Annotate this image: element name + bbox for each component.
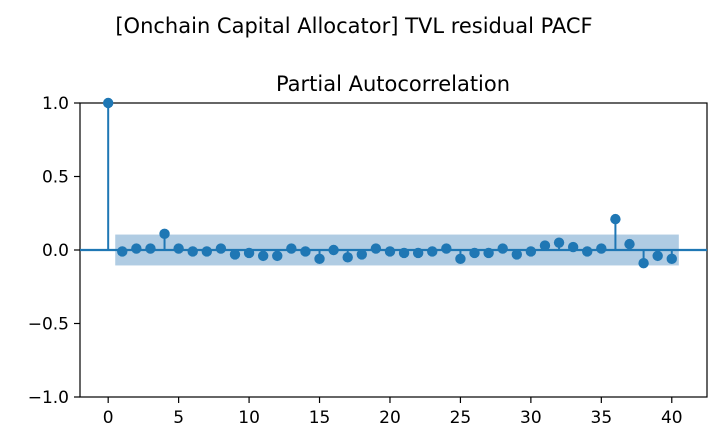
figure-suptitle: [Onchain Capital Allocator] TVL residual… bbox=[115, 14, 592, 38]
stem-marker bbox=[582, 246, 593, 257]
stem-marker bbox=[441, 243, 452, 254]
stem-marker bbox=[131, 243, 142, 254]
stem-marker bbox=[610, 213, 621, 225]
stem-marker bbox=[483, 247, 494, 259]
stem-marker bbox=[398, 247, 410, 259]
stem-marker bbox=[596, 243, 607, 254]
x-tick-label: 15 bbox=[309, 408, 331, 428]
stem-marker bbox=[272, 250, 283, 262]
axes-title: Partial Autocorrelation bbox=[276, 72, 510, 96]
stem-marker bbox=[652, 250, 663, 262]
x-tick-label: 35 bbox=[591, 408, 613, 428]
stem-marker bbox=[314, 253, 325, 265]
stem-marker bbox=[384, 246, 396, 257]
stem-marker bbox=[511, 249, 522, 260]
stem-marker bbox=[553, 237, 565, 248]
stem-marker bbox=[469, 247, 480, 259]
stem-marker bbox=[257, 250, 269, 262]
stem-marker bbox=[201, 246, 213, 257]
stem-marker bbox=[412, 247, 424, 259]
stem-marker bbox=[145, 243, 156, 254]
x-tick-label: 30 bbox=[520, 408, 542, 428]
stem-marker bbox=[117, 246, 128, 257]
y-tick-label: 0.5 bbox=[42, 168, 69, 188]
stem-marker bbox=[666, 253, 677, 265]
y-tick-label: 1.0 bbox=[42, 94, 69, 114]
stem-marker bbox=[525, 246, 537, 257]
stem-marker bbox=[286, 243, 297, 254]
plot-area: 1.0 0.5 0.0 −0.5 −1.0 0 5 10 15 20 25 30 35 40 bbox=[28, 94, 708, 428]
x-tick-label: 20 bbox=[379, 408, 401, 428]
stem-marker bbox=[638, 258, 649, 269]
y-tick-label: −1.0 bbox=[28, 388, 69, 408]
stem-marker bbox=[328, 244, 339, 256]
stem-marker bbox=[497, 243, 508, 254]
stem-marker bbox=[173, 243, 184, 254]
stem-marker bbox=[159, 228, 170, 240]
x-tick-label: 25 bbox=[450, 408, 472, 428]
x-tick-label: 0 bbox=[103, 408, 114, 428]
stem-marker bbox=[342, 252, 353, 263]
x-tick-label: 40 bbox=[661, 408, 683, 428]
x-tick-label: 10 bbox=[238, 408, 260, 428]
stem-marker bbox=[187, 246, 198, 257]
x-tick-label: 5 bbox=[173, 408, 184, 428]
stem-marker bbox=[229, 249, 241, 260]
stem-marker bbox=[243, 247, 255, 259]
stem-marker bbox=[539, 240, 551, 251]
stem-marker bbox=[102, 97, 114, 109]
stem-marker bbox=[624, 238, 635, 250]
stem-marker bbox=[427, 246, 438, 257]
y-tick-label: −0.5 bbox=[28, 315, 69, 335]
stem-marker bbox=[455, 253, 466, 265]
stem-marker bbox=[300, 246, 311, 257]
stem-marker bbox=[567, 241, 579, 253]
y-tick-label: 0.0 bbox=[42, 241, 69, 261]
stem-marker bbox=[370, 243, 382, 254]
stem-marker bbox=[215, 243, 227, 254]
stem-marker bbox=[356, 249, 367, 260]
